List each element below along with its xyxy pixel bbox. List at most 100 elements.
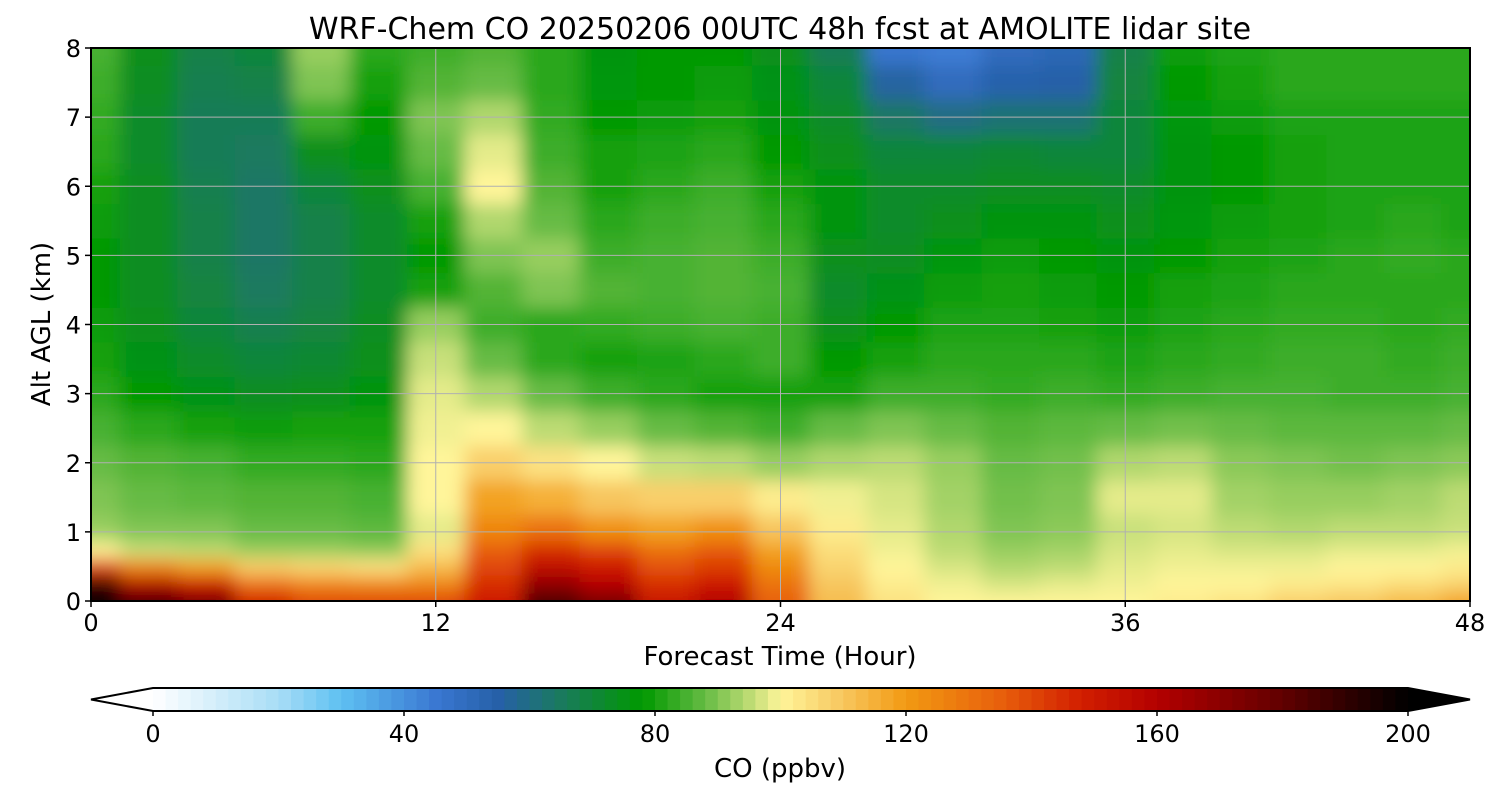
colorbar-segment	[692, 688, 706, 711]
field-cell	[1441, 557, 1470, 576]
colorbar-segment	[579, 688, 593, 711]
field-cell	[579, 272, 638, 308]
field-cell	[924, 410, 983, 446]
colorbar-label: CO (ppbv)	[714, 754, 846, 784]
colorbar-segment	[1382, 688, 1397, 711]
y-tick-label: 6	[66, 173, 81, 201]
field-cell	[464, 203, 523, 239]
field-cell	[521, 592, 580, 601]
field-cell	[464, 272, 523, 308]
field-cell	[91, 557, 121, 576]
field-cell	[521, 557, 580, 576]
colorbar-segment	[416, 688, 430, 711]
colorbar-segment	[880, 688, 895, 711]
field-cell	[694, 480, 753, 516]
field-cell	[809, 575, 868, 593]
field-cell	[981, 272, 1040, 308]
field-cell	[1153, 514, 1212, 542]
field-cell	[579, 203, 638, 239]
field-cell	[119, 65, 178, 101]
colorbar-segment	[1182, 688, 1196, 711]
field-cell	[636, 540, 695, 559]
field-cell	[119, 480, 178, 516]
field-cell	[1153, 48, 1212, 66]
colorbar-segment	[981, 688, 995, 711]
field-cell	[866, 48, 925, 66]
colorbar-segment	[165, 688, 179, 711]
colorbar-segment	[516, 688, 531, 711]
field-cell	[924, 480, 983, 516]
field-cell	[579, 540, 638, 559]
field-cell	[91, 272, 121, 308]
field-cell	[349, 410, 408, 446]
field-cell	[349, 341, 408, 377]
field-cell	[1268, 203, 1327, 239]
field-cell	[981, 557, 1040, 576]
colorbar-segment	[755, 688, 769, 711]
field-cell	[177, 575, 236, 593]
field-cell	[866, 134, 925, 170]
colorbar-segment	[1031, 688, 1045, 711]
field-cell	[924, 48, 983, 66]
field-cell	[694, 575, 753, 593]
field-cell	[234, 341, 293, 377]
field-cell	[1441, 134, 1470, 170]
colorbar-segment	[1106, 688, 1120, 711]
field-cell	[177, 540, 236, 559]
field-cell	[1326, 575, 1385, 593]
field-cell	[119, 134, 178, 170]
colorbar-segment	[228, 688, 242, 711]
x-tick-label: 0	[83, 609, 98, 637]
colorbar-segment	[629, 688, 644, 711]
field-cell	[809, 480, 868, 516]
colorbar-segment	[341, 688, 355, 711]
colorbar-tick-label: 40	[389, 720, 420, 748]
field-cell	[1383, 575, 1442, 593]
field-cell	[694, 540, 753, 559]
field-cell	[694, 65, 753, 101]
field-cell	[924, 592, 983, 601]
field-cell	[636, 272, 695, 308]
field-cell	[234, 557, 293, 576]
colorbar-segment	[466, 688, 480, 711]
colorbar-segment	[328, 688, 342, 711]
field-cell	[1383, 203, 1442, 239]
field-cell	[636, 341, 695, 377]
field-cell	[464, 592, 523, 601]
field-cell	[636, 592, 695, 601]
colorbar-segment	[680, 688, 694, 711]
field-cell	[1383, 557, 1442, 576]
field-cell	[1039, 557, 1098, 576]
field-cell	[636, 575, 695, 593]
field-cell	[91, 575, 121, 593]
field-cell	[521, 341, 580, 377]
field-cell	[579, 341, 638, 377]
field-cell	[1383, 48, 1442, 66]
field-cell	[464, 48, 523, 66]
field-cell	[464, 134, 523, 170]
colorbar-segment	[1345, 688, 1359, 711]
colorbar-segment	[617, 688, 631, 711]
field-cell	[924, 341, 983, 377]
field-cell	[924, 203, 983, 239]
field-cell	[1039, 65, 1098, 101]
colorbar-segment	[1119, 688, 1133, 711]
field-cell	[1153, 480, 1212, 516]
field-cell	[521, 134, 580, 170]
field-cell	[694, 341, 753, 377]
colorbar-segment	[968, 688, 982, 711]
field-cell	[636, 134, 695, 170]
field-cell	[636, 203, 695, 239]
field-cell	[1268, 557, 1327, 576]
field-cell	[636, 514, 695, 542]
field-cell	[1268, 48, 1327, 66]
field-cell	[177, 65, 236, 101]
field-cell	[1039, 540, 1098, 559]
colorbar-segment	[1244, 688, 1258, 711]
colorbar-segment	[1056, 688, 1070, 711]
field-cell	[1153, 557, 1212, 576]
field-cell	[1441, 410, 1470, 446]
field-cell	[292, 48, 351, 66]
field-cell	[1268, 514, 1327, 542]
